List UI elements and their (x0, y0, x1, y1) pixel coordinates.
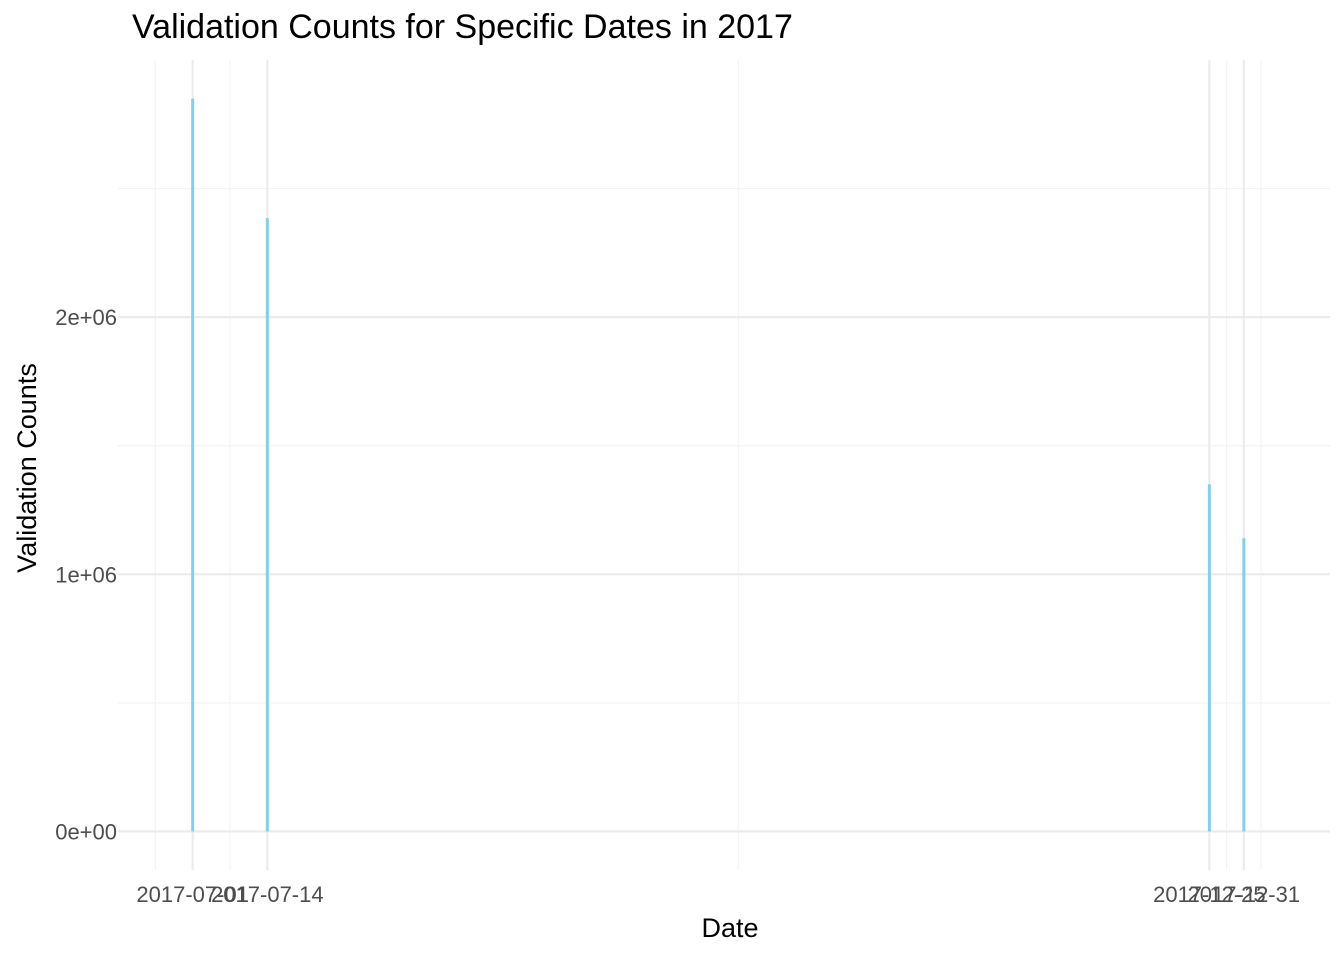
y-tick-label: 1e+06 (55, 562, 117, 587)
bar (1207, 484, 1211, 832)
x-tick-label: 2017-07-01 (136, 882, 249, 907)
y-tick-label: 0e+00 (55, 819, 117, 844)
x-tick-label: 2017-12-31 (1188, 882, 1301, 907)
x-tick-label: 2017-12-25 (1153, 882, 1266, 907)
bars-layer (191, 98, 1246, 832)
bar (191, 98, 195, 832)
x-axis-title: Date (701, 913, 758, 943)
chart-title: Validation Counts for Specific Dates in … (132, 8, 793, 46)
bar (1242, 538, 1246, 832)
y-axis-title: Validation Counts (12, 363, 42, 573)
grid-layer (118, 60, 1330, 870)
x-tick-label: 2017-07-14 (211, 882, 324, 907)
bar (265, 218, 269, 832)
y-tick-label: 2e+06 (55, 305, 117, 330)
